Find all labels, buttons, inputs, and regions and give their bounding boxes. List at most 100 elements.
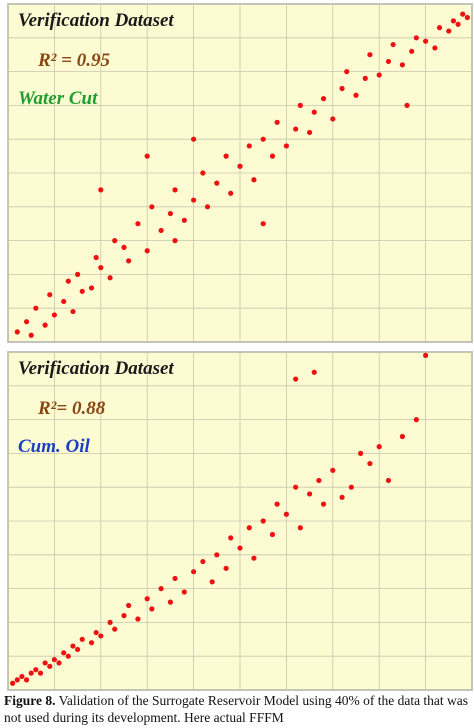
point <box>283 511 289 517</box>
point <box>200 170 206 176</box>
point <box>144 596 150 602</box>
point <box>126 258 132 264</box>
annotation: R²= 0.88 <box>37 398 106 419</box>
point <box>65 653 71 659</box>
point <box>223 153 229 159</box>
point <box>61 650 67 656</box>
point <box>191 197 197 203</box>
point <box>172 187 178 193</box>
point <box>367 460 373 467</box>
point <box>135 221 141 227</box>
point <box>51 656 58 663</box>
point <box>75 646 81 653</box>
point <box>311 369 317 375</box>
point <box>251 555 257 561</box>
point <box>385 58 392 65</box>
point <box>320 96 327 102</box>
point <box>367 52 373 58</box>
point <box>93 629 99 636</box>
point <box>237 545 243 551</box>
plot: Verification Dataset R²= 0.88 Cum. Oil <box>7 351 473 691</box>
plot: Verification Dataset R² = 0.95 Water Cut <box>7 3 473 343</box>
point <box>269 531 276 538</box>
point <box>376 444 382 450</box>
point <box>126 602 132 609</box>
point <box>423 38 429 44</box>
point <box>93 254 99 261</box>
point <box>149 204 155 210</box>
point <box>10 680 16 686</box>
point <box>200 558 206 565</box>
point <box>28 332 34 338</box>
point <box>330 116 336 122</box>
point <box>98 187 104 193</box>
point <box>436 25 443 31</box>
point <box>385 477 392 484</box>
point <box>98 265 104 271</box>
plot-title: Verification Dataset <box>18 358 174 379</box>
point <box>311 109 317 115</box>
point <box>14 329 20 335</box>
point <box>121 613 127 619</box>
point <box>70 643 76 649</box>
point <box>339 494 345 500</box>
point <box>47 292 53 298</box>
point <box>413 417 419 423</box>
point <box>33 305 39 311</box>
point <box>107 619 113 626</box>
point <box>316 477 322 484</box>
point <box>409 48 415 54</box>
point <box>446 28 452 34</box>
point <box>399 62 405 68</box>
point <box>246 143 252 149</box>
point <box>204 204 211 210</box>
point <box>112 626 118 632</box>
point <box>362 75 368 81</box>
point <box>353 92 359 98</box>
point <box>260 136 266 142</box>
point <box>144 153 150 159</box>
point <box>460 11 466 17</box>
point <box>293 484 299 490</box>
point <box>413 35 419 41</box>
point <box>51 312 58 318</box>
annotation: R² = 0.95 <box>37 50 110 71</box>
point <box>432 45 438 51</box>
point <box>42 322 48 328</box>
annotation: Water Cut <box>18 88 98 109</box>
point <box>283 143 289 149</box>
point <box>307 129 313 136</box>
point <box>149 606 155 612</box>
point <box>450 18 457 24</box>
point <box>228 535 234 541</box>
point <box>61 298 67 305</box>
point <box>191 569 197 575</box>
point <box>237 163 243 169</box>
point <box>339 85 345 92</box>
point <box>297 102 303 108</box>
point <box>464 14 470 21</box>
point <box>14 677 20 683</box>
point <box>28 670 34 676</box>
point <box>135 616 141 622</box>
point <box>65 278 71 284</box>
point <box>358 450 364 456</box>
point <box>121 244 127 250</box>
point <box>404 102 410 108</box>
point <box>320 501 327 507</box>
point <box>399 433 405 440</box>
point <box>167 599 173 605</box>
point <box>260 221 266 227</box>
point <box>23 677 30 683</box>
point <box>246 525 252 531</box>
annotation: Cum. Oil <box>18 436 91 457</box>
point <box>112 238 118 244</box>
point <box>293 376 299 382</box>
point <box>228 190 234 196</box>
point <box>158 227 164 234</box>
point <box>42 660 48 666</box>
point <box>107 275 113 281</box>
point <box>191 136 197 142</box>
point <box>79 288 85 294</box>
caption: Figure 8. Validation of the Surrogate Re… <box>4 692 474 726</box>
